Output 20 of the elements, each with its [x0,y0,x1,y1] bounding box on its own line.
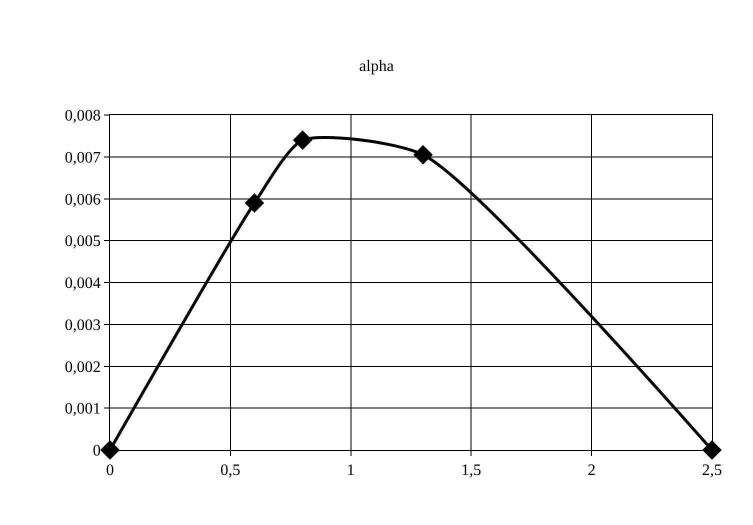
chart-title: alpha [359,58,394,76]
y-tick-label: 0,005 [64,233,101,250]
x-tick-label: 0,5 [220,462,240,480]
x-tick-label: 1,5 [461,462,482,480]
point [244,193,264,213]
y-tick-label: 0,002 [64,358,101,376]
y-tick-label: 0,001 [64,400,101,418]
x-tick-label: 2 [588,462,596,480]
y-tick-label: 0,003 [64,316,101,334]
x-tick-label: 2,5 [702,462,722,480]
x-tick-label: 0 [106,462,114,480]
point [413,145,433,165]
y-tick-label: 0,004 [64,275,101,292]
y-tick-label: 0,006 [64,191,101,208]
y-tick-label: 0,007 [64,149,101,166]
x-tick-label: 1 [346,462,355,480]
point [292,130,312,150]
y-tick-label: 0,008 [64,108,101,125]
point [702,440,722,460]
y-tick-label: 0 [92,442,101,460]
